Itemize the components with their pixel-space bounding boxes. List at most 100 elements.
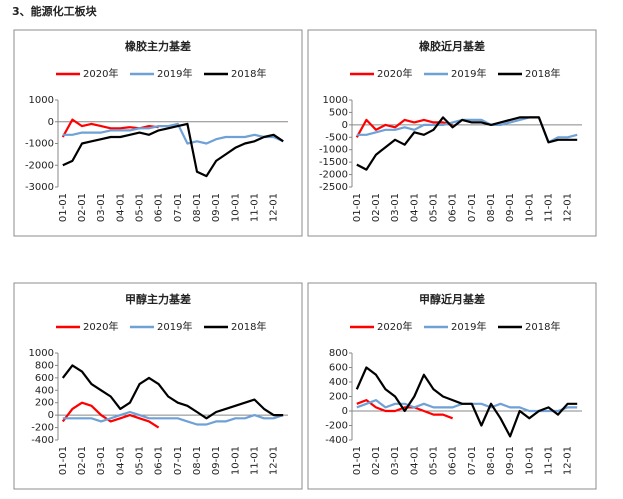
x-tick-label: 01-01	[58, 193, 69, 222]
series-line	[355, 366, 578, 438]
legend-label: 2020年	[83, 320, 118, 333]
x-tick-label: 05-01	[134, 193, 145, 222]
x-tick-label: 01-01	[352, 193, 363, 222]
y-tick-label: 800	[329, 348, 348, 359]
y-tick-label: 0	[342, 120, 348, 131]
legend-label: 2019年	[157, 320, 192, 333]
x-tick-label: 04-01	[409, 193, 420, 222]
series-line	[356, 116, 578, 171]
x-tick-label: 12-01	[269, 193, 280, 222]
x-tick-label: 10-01	[230, 193, 241, 222]
legend-label: 2019年	[451, 320, 486, 333]
x-tick-label: 09-01	[211, 446, 222, 475]
x-tick-label: 11-01	[249, 446, 260, 475]
x-tick-label: 08-01	[192, 446, 203, 475]
chart-border	[13, 282, 303, 490]
x-tick-label: 02-01	[77, 446, 88, 475]
x-tick-label: 07-01	[173, 446, 184, 475]
x-tick-label: 04-01	[115, 446, 126, 475]
x-tick-label: 09-01	[211, 193, 222, 222]
x-tick-label: 02-01	[77, 193, 88, 222]
y-tick-label: -3000	[25, 182, 54, 193]
x-tick-label: 03-01	[96, 193, 107, 222]
x-tick-label: 08-01	[192, 193, 203, 222]
y-tick-label: 400	[35, 385, 54, 396]
series-line	[62, 410, 284, 426]
y-tick-label: 0	[48, 410, 54, 421]
legend-label: 2018年	[231, 67, 266, 80]
y-tick-label: -400	[31, 435, 54, 446]
legend-label: 2019年	[157, 67, 192, 80]
x-tick-label: 04-01	[115, 193, 126, 222]
y-tick-label: -1000	[319, 145, 348, 156]
x-tick-label: 11-01	[249, 193, 260, 222]
y-tick-label: 200	[329, 392, 348, 403]
y-tick-label: -500	[325, 132, 348, 143]
y-tick-label: 800	[35, 360, 54, 371]
y-tick-label: 1000	[29, 348, 54, 359]
legend-label: 2018年	[525, 67, 560, 80]
y-tick-label: -400	[325, 435, 348, 446]
y-tick-label: 0	[342, 406, 348, 417]
legend-label: 2020年	[377, 67, 412, 80]
y-tick-label: -1000	[25, 139, 54, 150]
y-tick-label: 400	[329, 377, 348, 388]
y-tick-label: -1500	[319, 157, 348, 168]
x-tick-label: 12-01	[563, 446, 574, 475]
legend-label: 2019年	[451, 67, 486, 80]
chart-border	[307, 29, 597, 237]
y-tick-label: 500	[329, 107, 348, 118]
x-tick-label: 06-01	[154, 446, 165, 475]
y-tick-label: 1000	[29, 95, 54, 106]
x-tick-label: 03-01	[96, 446, 107, 475]
x-tick-label: 06-01	[448, 193, 459, 222]
x-tick-label: 05-01	[428, 446, 439, 475]
x-tick-label: 04-01	[409, 446, 420, 475]
x-tick-label: 05-01	[134, 446, 145, 475]
x-tick-label: 07-01	[467, 446, 478, 475]
x-tick-label: 10-01	[524, 193, 535, 222]
series-line	[356, 399, 453, 420]
x-tick-label: 05-01	[428, 193, 439, 222]
x-tick-label: 07-01	[467, 193, 478, 222]
x-tick-label: 11-01	[543, 446, 554, 475]
y-tick-label: 200	[35, 398, 54, 409]
x-tick-label: 09-01	[505, 193, 516, 222]
y-tick-label: 600	[35, 373, 54, 384]
legend-label: 2018年	[525, 320, 560, 333]
y-tick-label: -200	[325, 421, 348, 432]
x-tick-label: 02-01	[371, 446, 382, 475]
chart-title: 甲醇主力基差	[125, 292, 191, 306]
y-tick-label: -200	[31, 423, 54, 434]
chart-panel: 甲醇近月基差 2020年 2019年 2018年 -400 -200 0 200 400 600 8…	[307, 282, 597, 490]
y-tick-label: -2000	[319, 170, 348, 181]
y-tick-label: 1000	[323, 95, 348, 106]
x-tick-label: 08-01	[486, 193, 497, 222]
x-tick-label: 01-01	[352, 446, 363, 475]
x-tick-label: 10-01	[524, 446, 535, 475]
chart-title: 橡胶近月基差	[419, 39, 485, 53]
series-line	[61, 364, 284, 420]
page-title: 3、能源化工板块	[12, 4, 98, 18]
chart-title: 橡胶主力基差	[125, 39, 191, 53]
legend-label: 2020年	[83, 67, 118, 80]
x-tick-label: 02-01	[371, 193, 382, 222]
y-tick-label: -2500	[319, 182, 348, 193]
y-tick-label: 600	[329, 363, 348, 374]
series-line	[61, 401, 160, 429]
x-tick-label: 11-01	[543, 193, 554, 222]
series-line	[62, 122, 284, 178]
x-tick-label: 09-01	[505, 446, 516, 475]
x-tick-label: 10-01	[230, 446, 241, 475]
chart-title: 甲醇近月基差	[419, 292, 485, 306]
x-tick-label: 07-01	[173, 193, 184, 222]
y-tick-label: 0	[48, 117, 54, 128]
x-tick-label: 03-01	[390, 446, 401, 475]
series-line	[355, 118, 453, 138]
x-tick-label: 08-01	[486, 446, 497, 475]
legend-label: 2018年	[231, 320, 266, 333]
x-tick-label: 12-01	[269, 446, 280, 475]
legend-label: 2020年	[377, 320, 412, 333]
